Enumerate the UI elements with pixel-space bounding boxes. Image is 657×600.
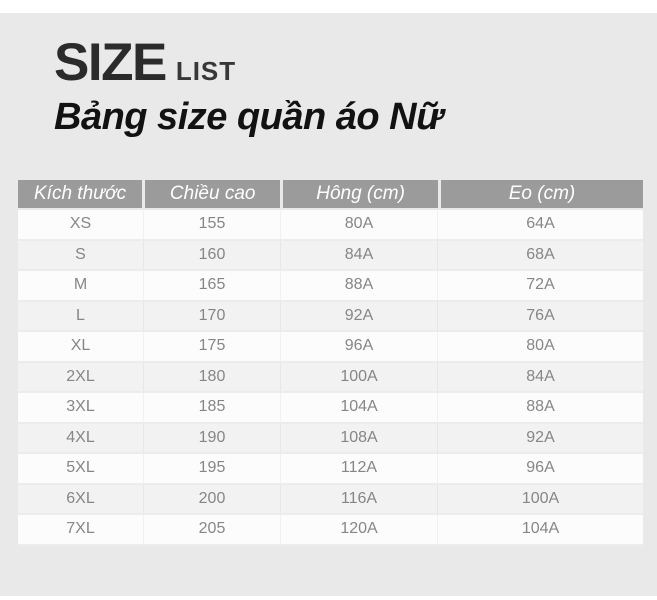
hip-cell: 80A bbox=[281, 210, 438, 239]
height-cell: 200 bbox=[144, 484, 281, 513]
height-cell: 155 bbox=[144, 210, 281, 239]
size-chart-table: Kích thước Chiều cao Hông (cm) Eo (cm) X… bbox=[18, 180, 643, 546]
table-header-row: Kích thước Chiều cao Hông (cm) Eo (cm) bbox=[18, 180, 643, 208]
column-header-height: Chiều cao bbox=[145, 180, 281, 208]
table-row: XS 155 80A 64A bbox=[18, 210, 643, 241]
title-block: SIZE LIST Bảng size quần áo Nữ bbox=[54, 36, 443, 136]
waist-cell: 96A bbox=[526, 459, 555, 477]
waist-cell: 84A bbox=[526, 367, 555, 385]
height-cell: 180 bbox=[144, 362, 281, 391]
size-cell: L bbox=[18, 301, 144, 330]
hip-cell: 88A bbox=[281, 271, 438, 300]
size-cell: 5XL bbox=[18, 454, 144, 483]
hip-cell: 84A bbox=[281, 240, 438, 269]
column-header-size: Kích thước bbox=[18, 180, 143, 208]
table-row: XL 175 96A 80A bbox=[18, 332, 643, 363]
size-cell: 3XL bbox=[18, 393, 144, 422]
table-body: XS 155 80A 64A S 160 84A 68A M 165 88A 7… bbox=[18, 210, 643, 546]
hip-cell: 96A bbox=[281, 332, 438, 361]
page-title: SIZE bbox=[54, 33, 167, 92]
waist-cell: 104A bbox=[521, 520, 560, 538]
title-row: SIZE LIST bbox=[54, 36, 443, 89]
waist-cell: 100A bbox=[521, 489, 560, 507]
waist-cell: 76A bbox=[526, 306, 555, 324]
table-row: 2XL 180 100A 84A bbox=[18, 362, 643, 393]
height-cell: 170 bbox=[144, 301, 281, 330]
hip-cell: 116A bbox=[281, 484, 438, 513]
waist-cell: 72A bbox=[526, 276, 555, 294]
table-row: L 170 92A 76A bbox=[18, 301, 643, 332]
height-cell: 190 bbox=[144, 423, 281, 452]
size-cell: 2XL bbox=[18, 362, 144, 391]
size-cell: XL bbox=[18, 332, 144, 361]
size-cell: 6XL bbox=[18, 484, 144, 513]
page-title-tag: LIST bbox=[175, 56, 237, 86]
height-cell: 185 bbox=[144, 393, 281, 422]
waist-cell: 92A bbox=[526, 428, 555, 446]
hip-cell: 112A bbox=[281, 454, 438, 483]
size-cell: 4XL bbox=[18, 423, 144, 452]
waist-cell: 68A bbox=[526, 245, 555, 263]
table-row: 4XL 190 108A 92A bbox=[18, 423, 643, 454]
size-cell: 7XL bbox=[18, 515, 144, 544]
hip-cell: 100A bbox=[281, 362, 438, 391]
waist-cell: 64A bbox=[526, 215, 555, 233]
size-cell: M bbox=[18, 271, 144, 300]
waist-cell: 88A bbox=[526, 398, 555, 416]
table-row: 3XL 185 104A 88A bbox=[18, 393, 643, 424]
size-cell: XS bbox=[18, 210, 144, 239]
height-cell: 205 bbox=[144, 515, 281, 544]
hip-cell: 92A bbox=[281, 301, 438, 330]
table-row: 5XL 195 112A 96A bbox=[18, 454, 643, 485]
height-cell: 175 bbox=[144, 332, 281, 361]
table-row: 6XL 200 116A 100A bbox=[18, 484, 643, 515]
height-cell: 195 bbox=[144, 454, 281, 483]
table-row: S 160 84A 68A bbox=[18, 240, 643, 271]
column-header-waist: Eo (cm) bbox=[440, 180, 643, 208]
bottom-white-strip bbox=[0, 596, 657, 600]
height-cell: 165 bbox=[144, 271, 281, 300]
height-cell: 160 bbox=[144, 240, 281, 269]
table-row: 7XL 205 120A 104A bbox=[18, 515, 643, 546]
table-row: M 165 88A 72A bbox=[18, 271, 643, 302]
hip-cell: 108A bbox=[281, 423, 438, 452]
waist-cell: 80A bbox=[526, 337, 555, 355]
hip-cell: 104A bbox=[281, 393, 438, 422]
size-cell: S bbox=[18, 240, 144, 269]
hip-cell: 120A bbox=[281, 515, 438, 544]
page-subtitle: Bảng size quần áo Nữ bbox=[54, 96, 443, 138]
column-header-hip: Hông (cm) bbox=[283, 180, 438, 208]
